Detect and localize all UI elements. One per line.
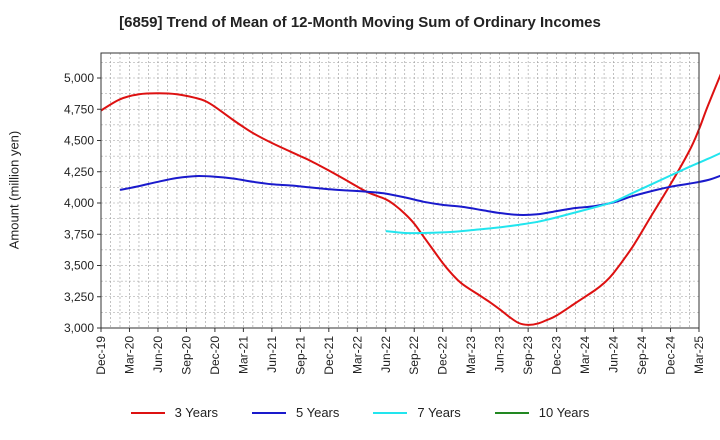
x-tick-label: Jun-24 <box>607 336 621 373</box>
x-tick-label: Sep-22 <box>407 336 421 375</box>
y-axis-label: Amount (million yen) <box>6 130 22 250</box>
x-tick-label: Jun-21 <box>265 336 279 373</box>
chart-title: [6859] Trend of Mean of 12-Month Moving … <box>119 14 601 31</box>
x-tick-label: Mar-21 <box>236 336 250 374</box>
grid-layer <box>101 53 699 328</box>
legend-label: 10 Years <box>538 405 590 420</box>
y-tick-label: 4,250 <box>64 165 94 179</box>
x-tick-label: Dec-19 <box>94 336 108 375</box>
y-tick-label: 4,000 <box>64 196 94 210</box>
x-tick-label: Dec-20 <box>208 336 222 375</box>
x-tick-label: Mar-20 <box>122 336 136 374</box>
x-tick-label: Dec-23 <box>550 336 564 375</box>
legend-swatch <box>130 411 165 414</box>
x-tick-label: Sep-23 <box>521 336 535 375</box>
x-tick-label: Dec-22 <box>436 336 450 375</box>
y-tick-label: 3,750 <box>64 227 94 241</box>
x-tick-label: Mar-23 <box>464 336 478 374</box>
x-tick-label: Sep-21 <box>293 336 307 375</box>
y-axis-ticks: 3,000 3,250 3,500 3,750 4,000 4,250 4,500 4,750… <box>64 71 101 335</box>
legend-item-10-years: 10 Years <box>494 405 590 420</box>
x-tick-label: Jun-20 <box>151 336 165 373</box>
legend-swatch <box>494 411 529 414</box>
x-tick-label: Dec-21 <box>322 336 336 375</box>
y-tick-label: 4,500 <box>64 134 94 148</box>
x-tick-label: Sep-20 <box>179 336 193 375</box>
y-tick-label: 3,000 <box>64 321 94 335</box>
series-line-7-years <box>385 152 720 235</box>
legend-label: 3 Years <box>174 405 218 420</box>
series-line-3-years <box>100 73 720 326</box>
legend-swatch <box>373 411 408 414</box>
x-axis-ticks: Dec-19 Mar-20 Jun-20 Sep-20 Dec-20 Mar-21 Jun-… <box>94 328 706 375</box>
legend-label: 5 Years <box>296 405 340 420</box>
legend-swatch <box>252 411 286 414</box>
x-tick-label: Dec-24 <box>664 336 678 375</box>
legend-item-5-years: 5 Years <box>252 405 339 420</box>
legend-item-3-years: 3 Years <box>130 405 218 420</box>
legend-item-7-years: 7 Years <box>373 405 461 420</box>
y-tick-label: 4,750 <box>64 102 94 116</box>
x-tick-label: Mar-25 <box>692 336 706 374</box>
series-layer <box>100 73 720 326</box>
y-tick-label: 3,500 <box>64 259 94 273</box>
legend-label: 7 Years <box>417 405 461 420</box>
x-tick-label: Mar-22 <box>350 336 364 374</box>
x-tick-label: Sep-24 <box>635 336 649 375</box>
legend: 3 Years 5 Years 7 Years 10 Years <box>0 405 720 420</box>
x-tick-label: Mar-24 <box>578 336 592 374</box>
x-tick-label: Jun-23 <box>493 336 507 373</box>
y-tick-label: 5,000 <box>64 71 94 85</box>
y-tick-label: 3,250 <box>64 290 94 304</box>
series-line-5-years <box>119 174 720 216</box>
x-tick-label: Jun-22 <box>379 336 393 373</box>
plot-frame <box>100 52 700 329</box>
